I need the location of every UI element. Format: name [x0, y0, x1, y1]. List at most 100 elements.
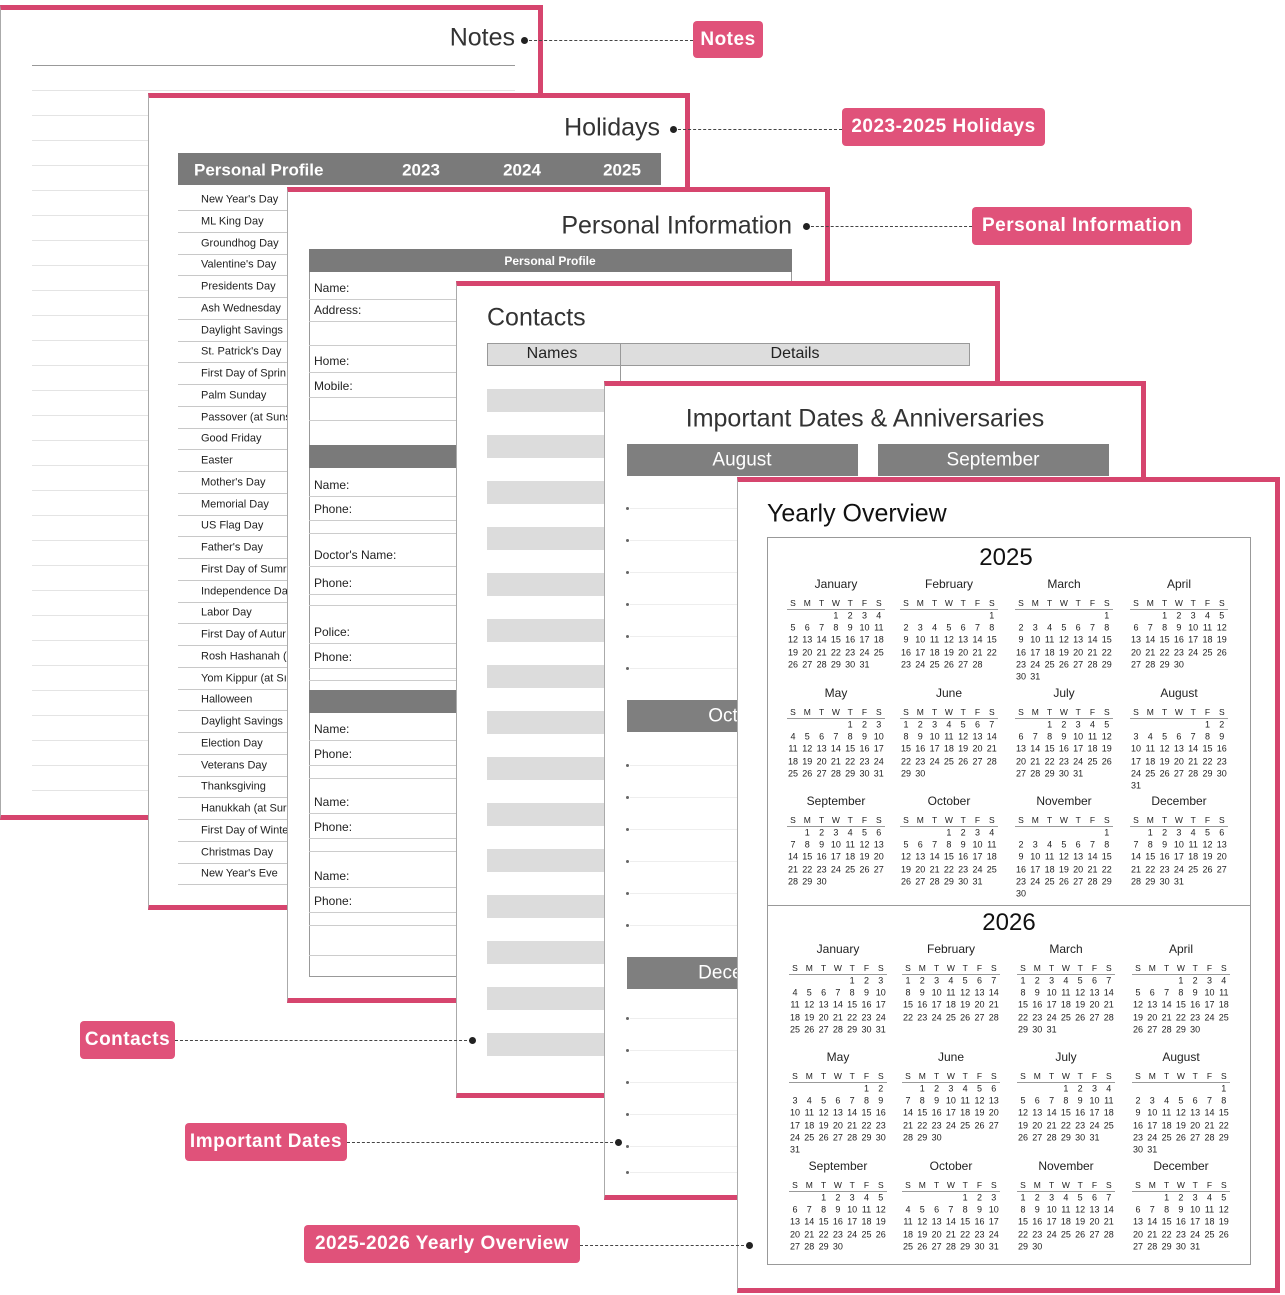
- weekday: W: [1174, 597, 1183, 608]
- day: 22: [1161, 1229, 1172, 1240]
- weekday: F: [863, 962, 870, 973]
- day: 5: [1178, 1095, 1184, 1106]
- weekday: T: [1163, 1179, 1170, 1190]
- weekday: T: [847, 706, 853, 717]
- page-title: Contacts: [487, 303, 586, 332]
- day: 26: [1216, 647, 1227, 658]
- day: 7: [1147, 622, 1153, 633]
- day: 18: [1087, 743, 1098, 754]
- page-title: Personal Information: [561, 211, 792, 240]
- day: 5: [1221, 1192, 1227, 1203]
- day: 18: [804, 1120, 815, 1131]
- day: 12: [943, 634, 954, 645]
- day: 9: [976, 1204, 983, 1215]
- day: 4: [806, 1095, 812, 1106]
- weekday: S: [877, 1179, 884, 1190]
- weekday: W: [1061, 962, 1070, 973]
- rule-line: [900, 609, 998, 610]
- weekday: M: [803, 814, 811, 825]
- header-bar: [178, 153, 661, 185]
- day: 25: [845, 864, 856, 875]
- day: 6: [1133, 622, 1139, 633]
- weekday: W: [833, 962, 842, 973]
- day: 14: [832, 999, 843, 1010]
- day: 21: [1103, 999, 1114, 1010]
- day: 23: [1132, 1132, 1144, 1143]
- day: 15: [1161, 1216, 1172, 1227]
- weekday: S: [1135, 1179, 1141, 1190]
- day: 7: [989, 719, 995, 730]
- day: 9: [1162, 839, 1168, 850]
- weekday: S: [1218, 814, 1225, 825]
- day: 15: [1175, 999, 1186, 1010]
- row-stripe: [487, 619, 620, 642]
- weekday: T: [1075, 597, 1081, 608]
- day: 10: [1046, 987, 1057, 998]
- day: 21: [902, 1120, 914, 1131]
- day: 12: [802, 743, 813, 754]
- day: 29: [830, 659, 841, 670]
- weekday: M: [805, 1070, 813, 1081]
- day: 7: [835, 987, 841, 998]
- day: 19: [1058, 864, 1069, 875]
- weekday: T: [962, 1070, 968, 1081]
- day: 2: [835, 1192, 841, 1203]
- day: 24: [1147, 1132, 1158, 1143]
- day: 11: [1188, 839, 1198, 850]
- entry-dot: [626, 860, 629, 863]
- day: 21: [847, 1120, 858, 1131]
- day: 2: [960, 827, 966, 838]
- day: 25: [1204, 1229, 1215, 1240]
- day: 1: [833, 610, 839, 621]
- month-name: August: [712, 449, 772, 471]
- day: 3: [1032, 839, 1038, 850]
- weekday: F: [1204, 597, 1211, 608]
- day: 18: [943, 743, 954, 754]
- day: 21: [1087, 647, 1098, 658]
- day: 14: [929, 851, 940, 862]
- day: 18: [1218, 999, 1229, 1010]
- day: 16: [900, 647, 912, 658]
- day: 9: [1192, 987, 1198, 998]
- holiday-name: First Day of Autur: [201, 628, 286, 641]
- row-stripe: [487, 757, 620, 780]
- holiday-name: Groundhog Day: [201, 237, 279, 249]
- weekday: T: [818, 706, 825, 717]
- day: 3: [932, 719, 938, 730]
- day: 19: [1216, 634, 1227, 645]
- day: 17: [988, 1216, 999, 1227]
- day: 21: [832, 1012, 843, 1023]
- day: 17: [1130, 756, 1142, 767]
- day: 29: [943, 876, 954, 887]
- day: 21: [1130, 864, 1142, 875]
- day: 14: [1087, 634, 1098, 645]
- day: 3: [861, 610, 868, 621]
- weekday: T: [849, 962, 855, 973]
- day: 8: [1221, 1095, 1227, 1106]
- day: 28: [1130, 876, 1142, 887]
- day: 22: [986, 647, 997, 658]
- day: 7: [1032, 731, 1038, 742]
- day: 29: [1060, 1132, 1071, 1143]
- day: 21: [1145, 647, 1156, 658]
- weekday: S: [875, 597, 882, 608]
- day: 20: [1216, 851, 1227, 862]
- day: 9: [835, 1204, 841, 1215]
- day: 19: [1202, 851, 1213, 862]
- day: 31: [1073, 768, 1084, 779]
- day: 3: [1075, 719, 1081, 730]
- weekday: S: [1105, 962, 1112, 973]
- day: 17: [945, 1107, 956, 1118]
- day: 2: [1018, 839, 1024, 850]
- day: 16: [1175, 1216, 1186, 1227]
- day: 31: [1147, 1144, 1158, 1155]
- callout-dot: [614, 1139, 622, 1146]
- day: 2: [976, 1192, 983, 1203]
- day: 29: [1159, 659, 1170, 670]
- day: 6: [917, 839, 923, 850]
- day: 17: [1046, 999, 1057, 1010]
- day: 13: [931, 1216, 942, 1227]
- holiday-name: Good Friday: [201, 432, 262, 445]
- weekday: T: [1077, 962, 1083, 973]
- day: 18: [1202, 634, 1213, 645]
